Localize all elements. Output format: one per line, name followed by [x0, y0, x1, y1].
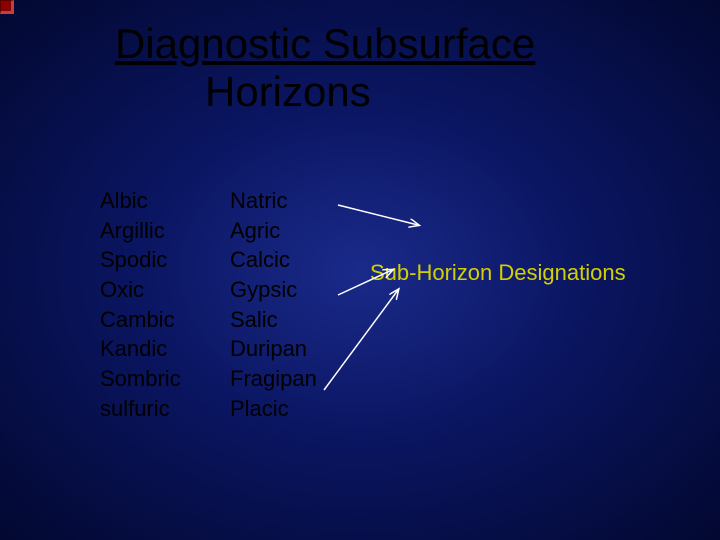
list-item: sulfuric: [100, 394, 181, 424]
list-item: Salic: [230, 305, 317, 335]
list-item: Cambic: [100, 305, 181, 335]
list-item: Placic: [230, 394, 317, 424]
title-line2: Horizons: [115, 68, 371, 116]
page-title: Diagnostic Subsurface Horizons: [115, 20, 535, 117]
list-item: Calcic: [230, 245, 317, 275]
list-item: Agric: [230, 216, 317, 246]
list-item: Natric: [230, 186, 317, 216]
title-line1: Diagnostic Subsurface: [115, 20, 535, 67]
list-item: Spodic: [100, 245, 181, 275]
list-item: Kandic: [100, 334, 181, 364]
list-item: Sombric: [100, 364, 181, 394]
column-1: Albic Argillic Spodic Oxic Cambic Kandic…: [100, 186, 181, 424]
list-item: Albic: [100, 186, 181, 216]
list-item: Argillic: [100, 216, 181, 246]
column-2: Natric Agric Calcic Gypsic Salic Duripan…: [230, 186, 317, 424]
side-label: Sub-Horizon Designations: [370, 260, 626, 286]
arrow-line: [338, 205, 418, 225]
arrow-line: [324, 290, 398, 390]
list-item: Oxic: [100, 275, 181, 305]
list-item: Gypsic: [230, 275, 317, 305]
list-item: Duripan: [230, 334, 317, 364]
title-bullet: [0, 0, 14, 14]
list-item: Fragipan: [230, 364, 317, 394]
